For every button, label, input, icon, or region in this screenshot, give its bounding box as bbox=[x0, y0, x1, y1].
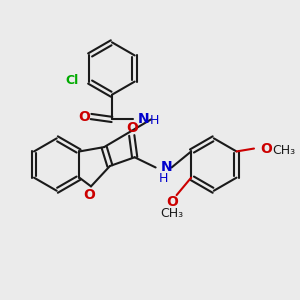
Text: N: N bbox=[138, 112, 150, 126]
Text: CH₃: CH₃ bbox=[272, 143, 295, 157]
Text: H: H bbox=[158, 172, 168, 185]
Text: O: O bbox=[126, 121, 138, 135]
Text: O: O bbox=[260, 142, 272, 155]
Text: O: O bbox=[79, 110, 91, 124]
Text: O: O bbox=[166, 194, 178, 208]
Text: N: N bbox=[161, 160, 172, 175]
Text: CH₃: CH₃ bbox=[161, 207, 184, 220]
Text: Cl: Cl bbox=[66, 74, 79, 87]
Text: O: O bbox=[84, 188, 95, 202]
Text: H: H bbox=[150, 114, 159, 128]
